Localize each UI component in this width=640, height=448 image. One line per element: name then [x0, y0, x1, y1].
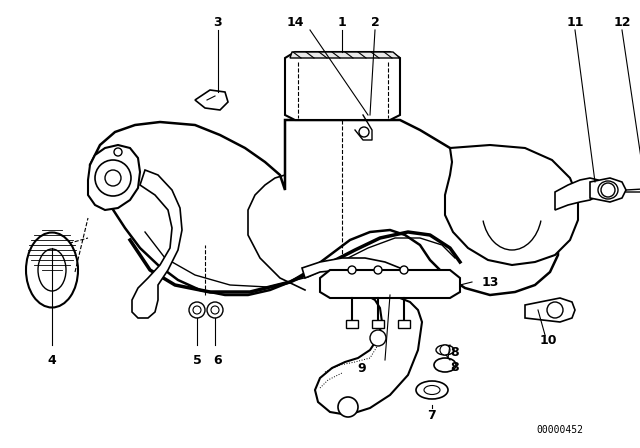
Polygon shape [445, 145, 578, 265]
Ellipse shape [598, 181, 618, 199]
Text: 5: 5 [193, 353, 202, 366]
Text: 10: 10 [540, 333, 557, 346]
Circle shape [105, 170, 121, 186]
Circle shape [207, 302, 223, 318]
Polygon shape [398, 320, 410, 328]
Circle shape [374, 266, 382, 274]
Polygon shape [90, 120, 558, 295]
Ellipse shape [434, 358, 456, 372]
Ellipse shape [436, 345, 454, 355]
Circle shape [95, 160, 131, 196]
Polygon shape [195, 90, 228, 110]
Circle shape [338, 397, 358, 417]
Polygon shape [372, 320, 384, 328]
Circle shape [440, 345, 450, 355]
Polygon shape [132, 170, 182, 318]
Circle shape [189, 302, 205, 318]
Text: 8: 8 [451, 345, 460, 358]
Text: 9: 9 [358, 362, 366, 375]
Polygon shape [290, 52, 400, 58]
Text: 6: 6 [214, 353, 222, 366]
Ellipse shape [424, 385, 440, 395]
Text: 11: 11 [566, 16, 584, 29]
Text: 1: 1 [338, 16, 346, 29]
Polygon shape [315, 295, 422, 415]
Polygon shape [285, 52, 400, 120]
Text: 12: 12 [613, 16, 631, 29]
Polygon shape [555, 178, 598, 210]
Text: 7: 7 [428, 409, 436, 422]
Ellipse shape [416, 381, 448, 399]
Polygon shape [88, 145, 140, 210]
Polygon shape [346, 320, 358, 328]
Text: 2: 2 [371, 16, 380, 29]
Circle shape [601, 183, 615, 197]
Polygon shape [320, 270, 460, 298]
Text: 14: 14 [286, 16, 304, 29]
Polygon shape [525, 298, 575, 322]
Polygon shape [302, 258, 410, 302]
Ellipse shape [26, 233, 78, 307]
Circle shape [400, 266, 408, 274]
Text: 13: 13 [481, 276, 499, 289]
Circle shape [359, 127, 369, 137]
Text: 4: 4 [47, 353, 56, 366]
Polygon shape [590, 178, 626, 202]
Ellipse shape [38, 249, 66, 291]
Circle shape [348, 266, 356, 274]
Text: 00000452: 00000452 [536, 425, 584, 435]
Circle shape [211, 306, 219, 314]
Circle shape [114, 148, 122, 156]
Circle shape [547, 302, 563, 318]
Circle shape [193, 306, 201, 314]
Text: 8: 8 [451, 361, 460, 374]
Circle shape [370, 330, 386, 346]
Text: 3: 3 [214, 16, 222, 29]
